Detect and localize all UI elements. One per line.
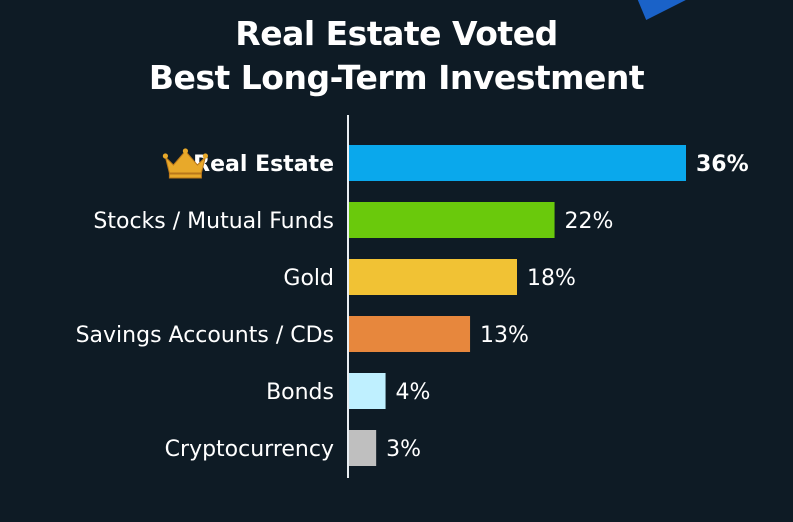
- bar-savings-accounts-cds: [348, 316, 471, 352]
- value-label: 3%: [386, 437, 421, 462]
- crown-icon: [162, 148, 208, 179]
- bar-cryptocurrency: [348, 430, 377, 466]
- value-label: 18%: [527, 266, 576, 291]
- category-label: Cryptocurrency: [165, 437, 334, 462]
- category-label: Gold: [283, 266, 334, 291]
- category-label: Stocks / Mutual Funds: [93, 209, 334, 234]
- category-label: Real Estate: [193, 152, 334, 177]
- value-label: 4%: [396, 380, 431, 405]
- chart-title: Real Estate Voted Best Long-Term Investm…: [0, 12, 793, 100]
- bar-real-estate: [348, 145, 686, 181]
- chart-title-line-1: Real Estate Voted: [235, 14, 558, 53]
- category-label: Savings Accounts / CDs: [76, 323, 334, 348]
- bar-bonds: [348, 373, 386, 409]
- value-label: 36%: [696, 152, 749, 177]
- bar-gold: [348, 259, 517, 295]
- value-label: 22%: [565, 209, 614, 234]
- bar-stocks-mutual-funds: [348, 202, 555, 238]
- category-label: Bonds: [266, 380, 334, 405]
- chart-title-line-2: Best Long-Term Investment: [148, 58, 645, 97]
- value-label: 13%: [480, 323, 529, 348]
